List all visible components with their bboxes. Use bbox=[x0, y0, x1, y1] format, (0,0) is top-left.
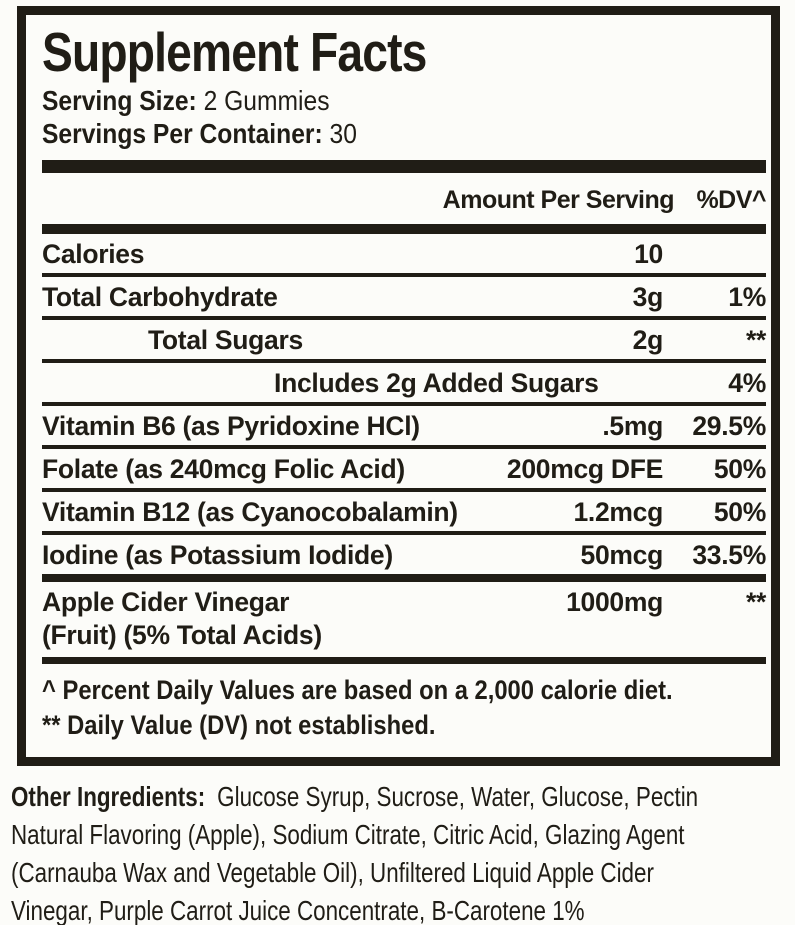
serving-size-label: Serving Size: bbox=[42, 85, 197, 116]
amount-value: 1000mg bbox=[566, 587, 663, 617]
row-folate: Folate (as 240mcg Folic Acid) 200mcg DFE… bbox=[42, 449, 766, 492]
amount-value: 1.2mcg bbox=[573, 497, 663, 527]
row-vitamin-b6: Vitamin B6 (as Pyridoxine HCl) .5mg 29.5… bbox=[42, 406, 766, 449]
dv-value: 1% bbox=[728, 282, 766, 312]
nutrient-name: Calories bbox=[42, 239, 145, 269]
dv-value: 50% bbox=[713, 497, 766, 527]
amount-value: 3g bbox=[632, 282, 664, 312]
other-ingredients-label: Other Ingredients: bbox=[11, 781, 206, 812]
serving-size-value: 2 Gummies bbox=[203, 85, 330, 116]
ingredients-line: Vinegar, Purple Carrot Juice Concentrate… bbox=[11, 895, 585, 925]
other-ingredients-section: Other Ingredients: Glucose Syrup, Sucrose… bbox=[11, 778, 698, 925]
nutrient-name: Vitamin B6 (as Pyridoxine HCl) bbox=[42, 411, 420, 441]
row-iodine: Iodine (as Potassium Iodide) 50mcg 33.5% bbox=[42, 535, 766, 582]
servings-per-container-label: Servings Per Container: bbox=[42, 118, 323, 149]
nutrient-name: Total Carbohydrate bbox=[42, 282, 278, 312]
amount-value: 2g bbox=[632, 325, 664, 355]
ingredients-line: Natural Flavoring (Apple), Sodium Citrat… bbox=[11, 819, 685, 850]
dv-value: 4% bbox=[728, 368, 766, 398]
percent-dv-header: %DV^ bbox=[696, 186, 766, 214]
nutrient-name-line1: Apple Cider Vinegar bbox=[42, 587, 290, 617]
footnote-dv-not-established: ** Daily Value (DV) not established. bbox=[42, 710, 436, 740]
ingredients-line: (Carnauba Wax and Vegetable Oil), Unfilt… bbox=[11, 857, 654, 888]
nutrient-name: Vitamin B12 (as Cyanocobalamin) bbox=[42, 497, 458, 527]
divider-thick-top bbox=[42, 160, 766, 173]
dv-value: 33.5% bbox=[692, 540, 766, 570]
serving-info: Serving Size: 2 Gummies Servings Per Con… bbox=[42, 84, 679, 150]
nutrient-name-line2: (Fruit) (5% Total Acids) bbox=[42, 620, 322, 650]
amount-value: 10 bbox=[634, 239, 663, 269]
servings-per-container-line: Servings Per Container: 30 bbox=[42, 117, 679, 150]
footnotes: ^ Percent Daily Values are based on a 2,… bbox=[42, 664, 679, 743]
nutrient-name: Includes 2g Added Sugars bbox=[274, 368, 599, 398]
servings-per-container-value: 30 bbox=[329, 118, 357, 149]
ingredients-text: Glucose Syrup, Sucrose, Water, Glucose, … bbox=[217, 781, 699, 812]
divider-above-footnotes bbox=[42, 657, 766, 664]
supplement-facts-panel: Supplement Facts Serving Size: 2 Gummies… bbox=[17, 6, 780, 766]
row-vitamin-b12: Vitamin B12 (as Cyanocobalamin) 1.2mcg 5… bbox=[42, 492, 766, 535]
amount-value: 50mcg bbox=[580, 540, 664, 570]
ingredients-line: Other Ingredients: Glucose Syrup, Sucrose… bbox=[11, 778, 698, 816]
nutrient-name: Folate (as 240mcg Folic Acid) bbox=[42, 454, 405, 484]
panel-title: Supplement Facts bbox=[42, 21, 427, 83]
serving-size-line: Serving Size: 2 Gummies bbox=[42, 84, 679, 117]
row-total-carbohydrate: Total Carbohydrate 3g 1% bbox=[42, 277, 766, 320]
row-added-sugars: Includes 2g Added Sugars 4% bbox=[42, 363, 766, 406]
dv-value: ** bbox=[745, 587, 766, 617]
column-header-row: Amount Per Serving %DV^ bbox=[42, 173, 767, 224]
amount-value: 200mcg DFE bbox=[506, 454, 663, 484]
dv-value: 29.5% bbox=[692, 411, 766, 441]
footnote-dv-basis: ^ Percent Daily Values are based on a 2,… bbox=[42, 675, 673, 705]
divider-below-header bbox=[42, 224, 766, 234]
dv-value: 50% bbox=[713, 454, 766, 484]
amount-value: .5mg bbox=[602, 411, 663, 441]
row-calories: Calories 10 bbox=[42, 234, 766, 277]
dv-value: ** bbox=[745, 325, 766, 355]
nutrient-name: Iodine (as Potassium Iodide) bbox=[42, 540, 393, 570]
nutrient-name: Apple Cider Vinegar (Fruit) (5% Total Ac… bbox=[42, 587, 463, 652]
nutrient-name: Total Sugars bbox=[148, 325, 303, 355]
row-apple-cider-vinegar: Apple Cider Vinegar (Fruit) (5% Total Ac… bbox=[42, 582, 766, 657]
amount-per-serving-header: Amount Per Serving bbox=[442, 186, 675, 214]
row-total-sugars: Total Sugars 2g ** bbox=[42, 320, 766, 363]
